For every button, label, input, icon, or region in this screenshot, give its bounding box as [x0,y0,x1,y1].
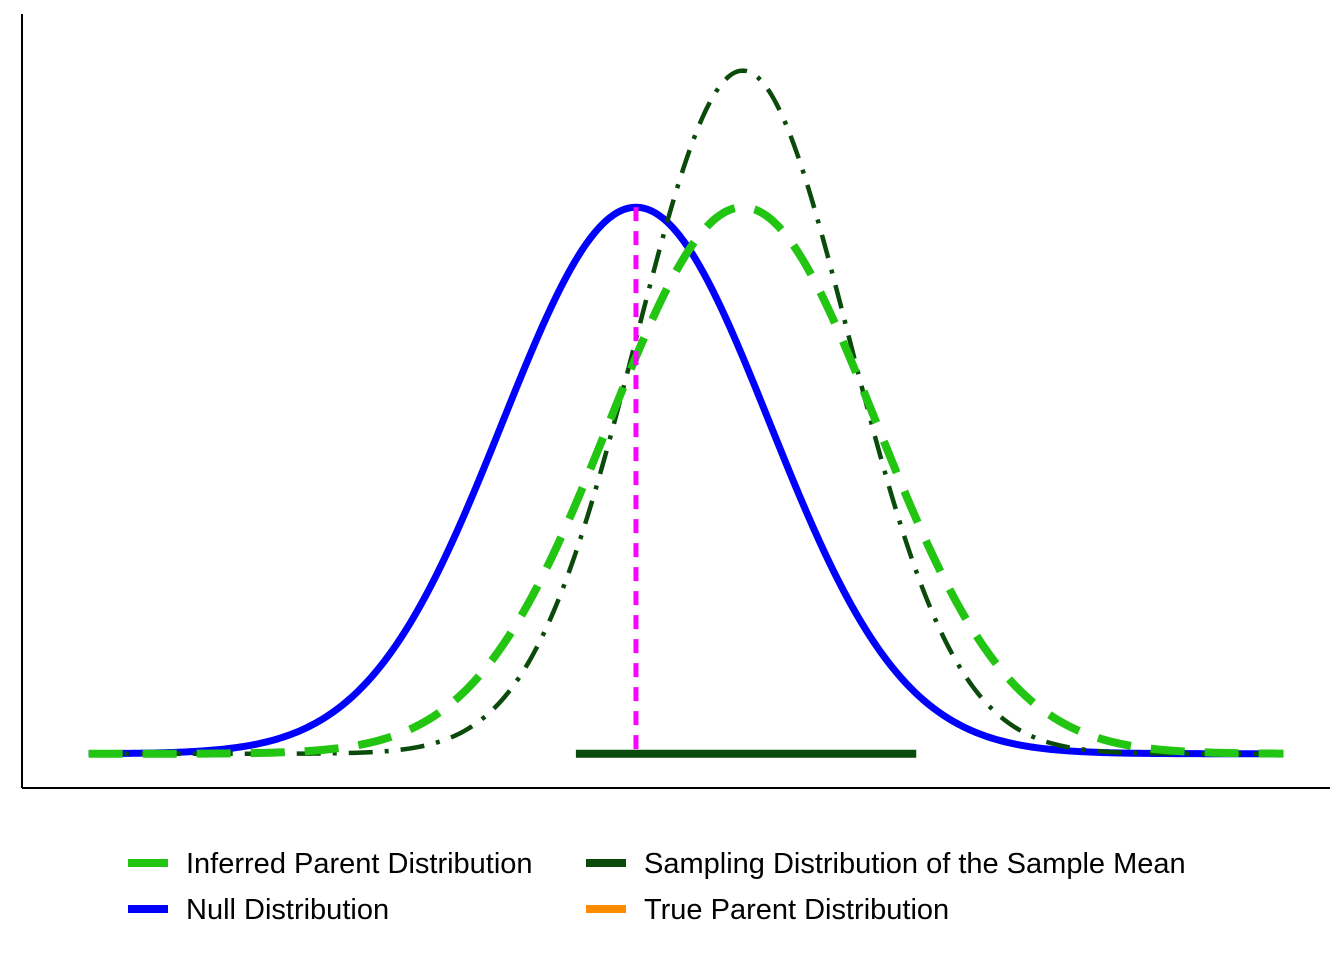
legend-label: True Parent Distribution [644,894,949,926]
series-line-sampling-distribution-of-the-sample-mean [88,68,1284,756]
legend-item-true-parent-distribution: True Parent Distribution [586,894,949,926]
legend: Inferred Parent Distribution Null Distrib… [128,848,1186,926]
annotation-layer [575,207,917,758]
legend-item-null-distribution: Null Distribution [128,894,389,926]
legend-item-inferred-parent-distribution: Inferred Parent Distribution [128,848,533,880]
legend-label: Sampling Distribution of the Sample Mean [644,848,1186,880]
plot-area [21,14,1330,789]
legend-label: Null Distribution [186,894,389,926]
legend-item-sampling-distribution-of-the-sample-mean: Sampling Distribution of the Sample Mean [586,848,1186,880]
series-line-null-distribution [88,203,1284,758]
legend-label: Inferred Parent Distribution [186,848,533,880]
series-line-inferred-parent-distribution [87,203,1285,758]
series-layer [87,68,1285,758]
